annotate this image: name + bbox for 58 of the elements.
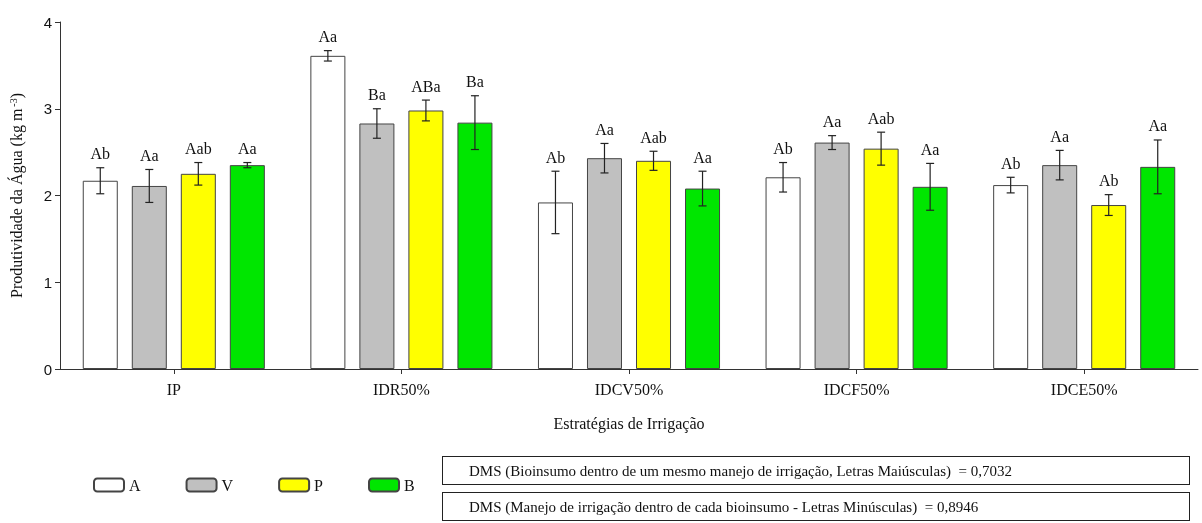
- data-label: Ab: [90, 145, 111, 163]
- data-label: Aa: [595, 120, 614, 138]
- y-tick-label: 0: [43, 360, 52, 378]
- legend-label: B: [404, 476, 415, 494]
- bar: [457, 122, 493, 369]
- data-label: Aa: [920, 140, 940, 158]
- bar: [82, 180, 118, 369]
- bar: [814, 142, 850, 369]
- text: DMS (Manejo de irrigação dentro de cada bioinsumo - Letras Minúsculas) = 0,8946: [469, 498, 979, 516]
- data-label: Ab: [545, 148, 566, 166]
- data-label: Aa: [139, 146, 159, 164]
- legend-label: V: [221, 476, 234, 494]
- data-label: Aa: [1050, 127, 1070, 145]
- bar: [912, 186, 948, 369]
- bar: [131, 185, 167, 369]
- y-tick-label: 3: [43, 100, 52, 118]
- y-tick-label: 4: [43, 13, 52, 31]
- bar: [229, 165, 265, 369]
- bar: [180, 173, 216, 369]
- bar: [765, 177, 801, 369]
- bar: [586, 158, 622, 369]
- bar: [408, 110, 444, 369]
- bar: [1042, 165, 1078, 369]
- bar: [310, 55, 346, 369]
- y-tick-label: 1: [43, 273, 52, 291]
- data-label: Aa: [822, 113, 842, 131]
- text: DMS (Bioinsumo dentro de um mesmo manejo de irrigação, Letras Maiúsculas) = 0,7032: [469, 462, 1012, 480]
- bar: [636, 160, 672, 369]
- data-label: Aa: [693, 148, 712, 166]
- data-label: ABa: [411, 77, 441, 95]
- bar: [537, 202, 573, 369]
- bar: [863, 148, 899, 369]
- legend-label: A: [129, 476, 141, 494]
- x-tick-label: IDCV50%: [594, 380, 664, 398]
- data-label: Ab: [1098, 172, 1119, 190]
- data-label: Aa: [238, 140, 257, 158]
- y-axis-title: Produtividade da Água (kg m-3): [6, 93, 26, 298]
- legend-label: P: [314, 476, 324, 494]
- data-label: Aab: [640, 128, 667, 146]
- bar: [685, 188, 721, 369]
- data-label: Ba: [466, 73, 484, 91]
- data-label: Ba: [368, 86, 386, 104]
- bar: [993, 185, 1029, 369]
- data-label: Aa: [318, 28, 338, 46]
- y-tick-label: 2: [43, 187, 52, 204]
- bar: [1091, 205, 1127, 369]
- x-tick-label: IP: [166, 380, 182, 398]
- data-label: Aab: [184, 140, 212, 158]
- bar: [1140, 166, 1176, 369]
- x-tick-label: IDR50%: [372, 380, 430, 398]
- data-label: Ab: [1000, 154, 1021, 172]
- bar: [359, 123, 395, 369]
- data-label: Aab: [867, 109, 895, 127]
- x-axis-title: Estratégias de Irrigação: [553, 414, 705, 433]
- data-label: Ab: [773, 140, 793, 158]
- data-label: Aa: [1148, 117, 1168, 135]
- x-tick-label: IDCF50%: [823, 380, 890, 398]
- x-tick-label: IDCE50%: [1050, 380, 1118, 398]
